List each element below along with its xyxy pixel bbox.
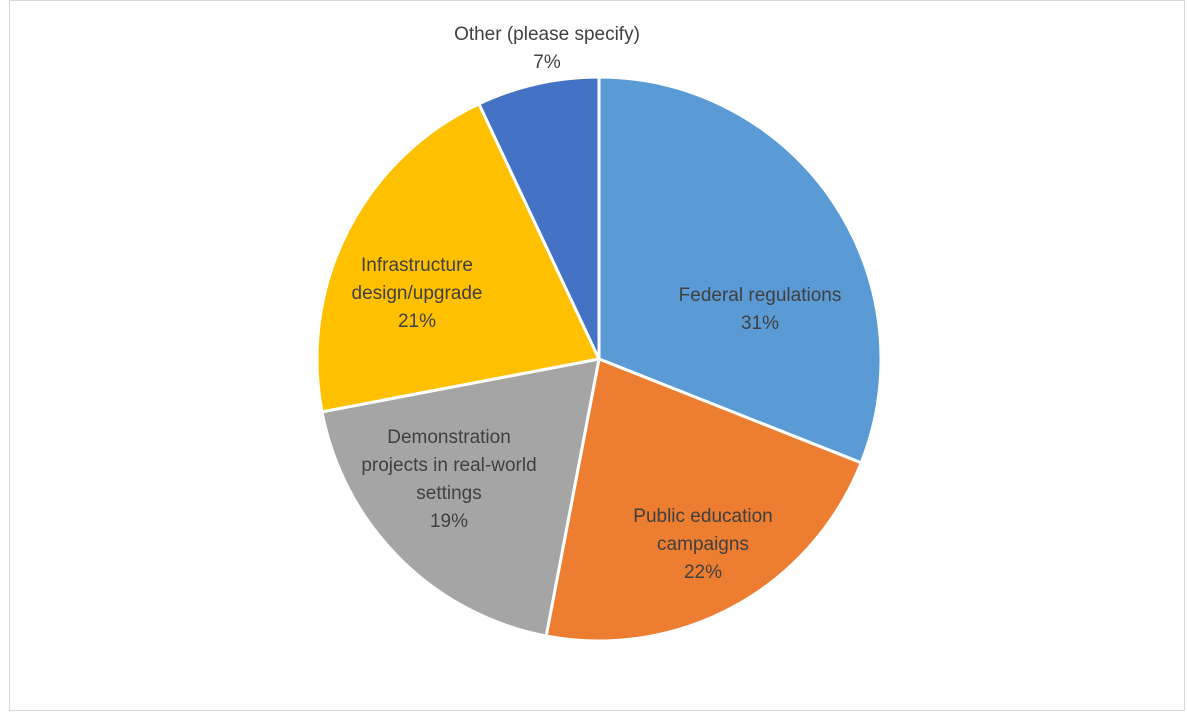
pie-slice-4 [315,102,601,414]
data-label-category-line: Public education [633,506,772,527]
data-label-category-line: projects in real-world [361,455,536,476]
data-label-category-line: Infrastructure [361,255,473,276]
data-label-category-line: design/upgrade [352,283,483,304]
data-label-percent: 31% [741,313,779,334]
pie-slice-3 [320,357,601,638]
data-label-category-line: Other (please specify) [454,24,640,45]
data-label-percent: 21% [398,311,436,332]
pie-data-labels: Federal regulations 31% Public education ca… [352,24,842,583]
data-label-category-line: Federal regulations [679,285,842,306]
pie-slices [315,75,883,643]
data-label-percent: 19% [430,511,468,532]
pie-data-label-3: Demonstration projects in real-world setti… [361,427,536,532]
data-label-category-line: Demonstration [387,427,511,448]
pie-data-label-5: Other (please specify) 7% [454,24,640,73]
pie-slice-2 [544,357,863,643]
pie-data-label-2: Public education campaigns 22% [633,506,772,583]
pie-slice-5 [477,75,601,361]
pie-data-label-4: Infrastructure design/upgrade 21% [352,255,483,332]
pie-slice-1 [597,75,883,465]
data-label-percent: 7% [533,52,561,73]
data-label-category-line: campaigns [657,534,749,555]
data-label-percent: 22% [684,562,722,583]
data-label-category-line: settings [416,483,481,504]
pie-data-label-1: Federal regulations 31% [679,285,842,334]
